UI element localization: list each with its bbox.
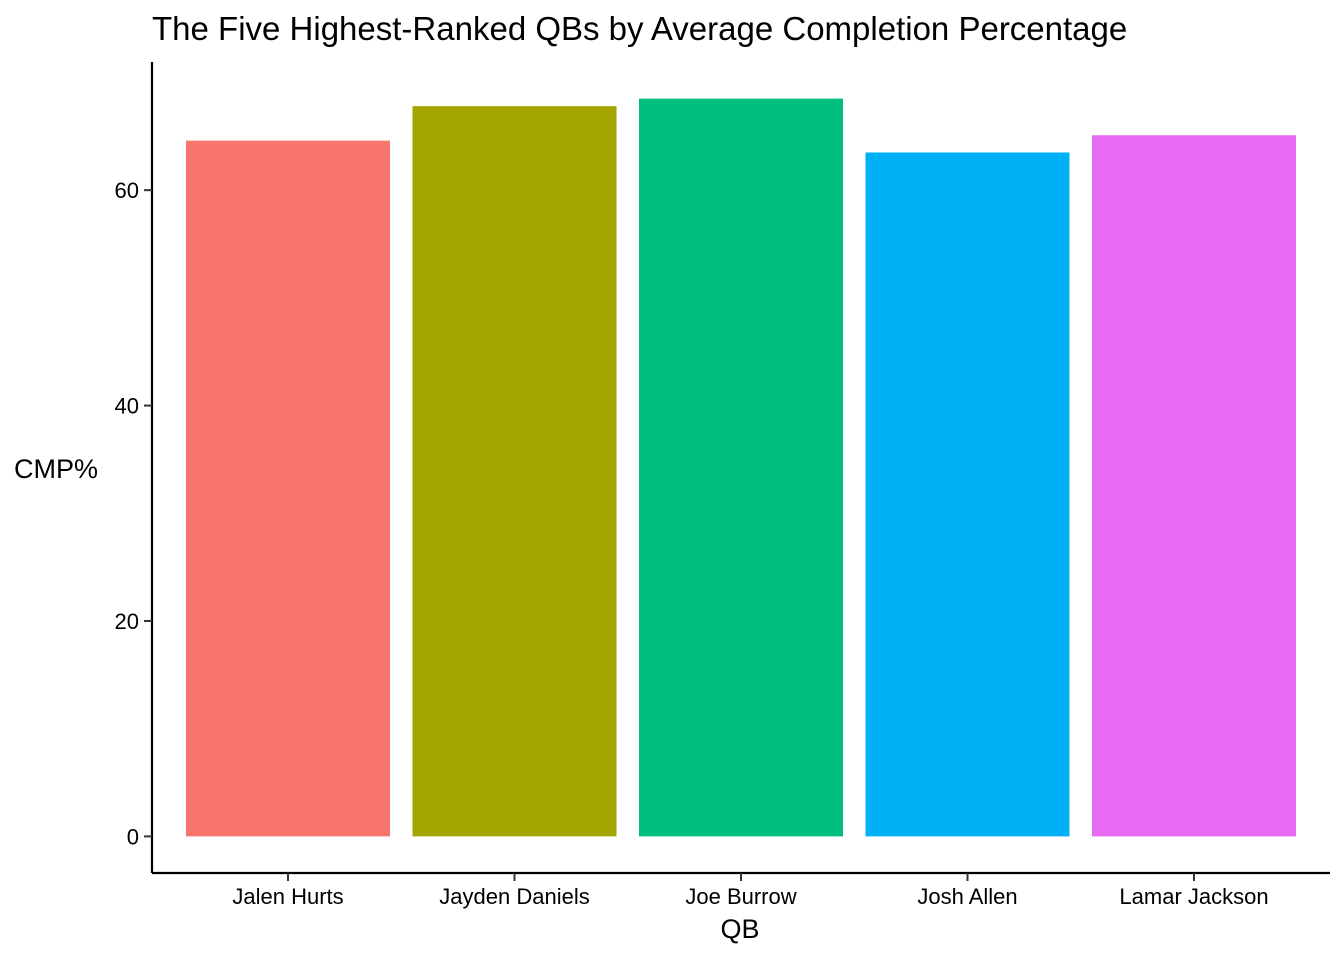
bar-josh-allen (865, 152, 1070, 837)
x-tick-label: Lamar Jackson (1119, 884, 1268, 909)
y-tick-label: 40 (115, 394, 139, 419)
y-axis-title: CMP% (14, 454, 98, 484)
y-tick-label: 60 (115, 178, 139, 203)
x-tick-label: Jayden Daniels (439, 884, 589, 909)
x-tick-label: Joe Burrow (685, 884, 796, 909)
x-axis-title: QB (720, 914, 759, 944)
x-tick-label: Jalen Hurts (232, 884, 343, 909)
bars-group (186, 98, 1296, 837)
x-axis-ticks: Jalen Hurts Jayden Daniels Joe Burrow Josh … (232, 873, 1269, 909)
chart-title: The Five Highest-Ranked QBs by Average C… (152, 10, 1127, 47)
bar-lamar-jackson (1092, 135, 1296, 837)
bar-joe-burrow (639, 98, 843, 837)
bar-jayden-daniels (412, 106, 617, 837)
y-tick-label: 0 (127, 824, 139, 849)
x-tick-label: Josh Allen (917, 884, 1017, 909)
y-axis-ticks: 0 20 40 60 (115, 178, 152, 849)
bar-jalen-hurts (186, 140, 390, 837)
y-tick-label: 20 (115, 609, 139, 634)
